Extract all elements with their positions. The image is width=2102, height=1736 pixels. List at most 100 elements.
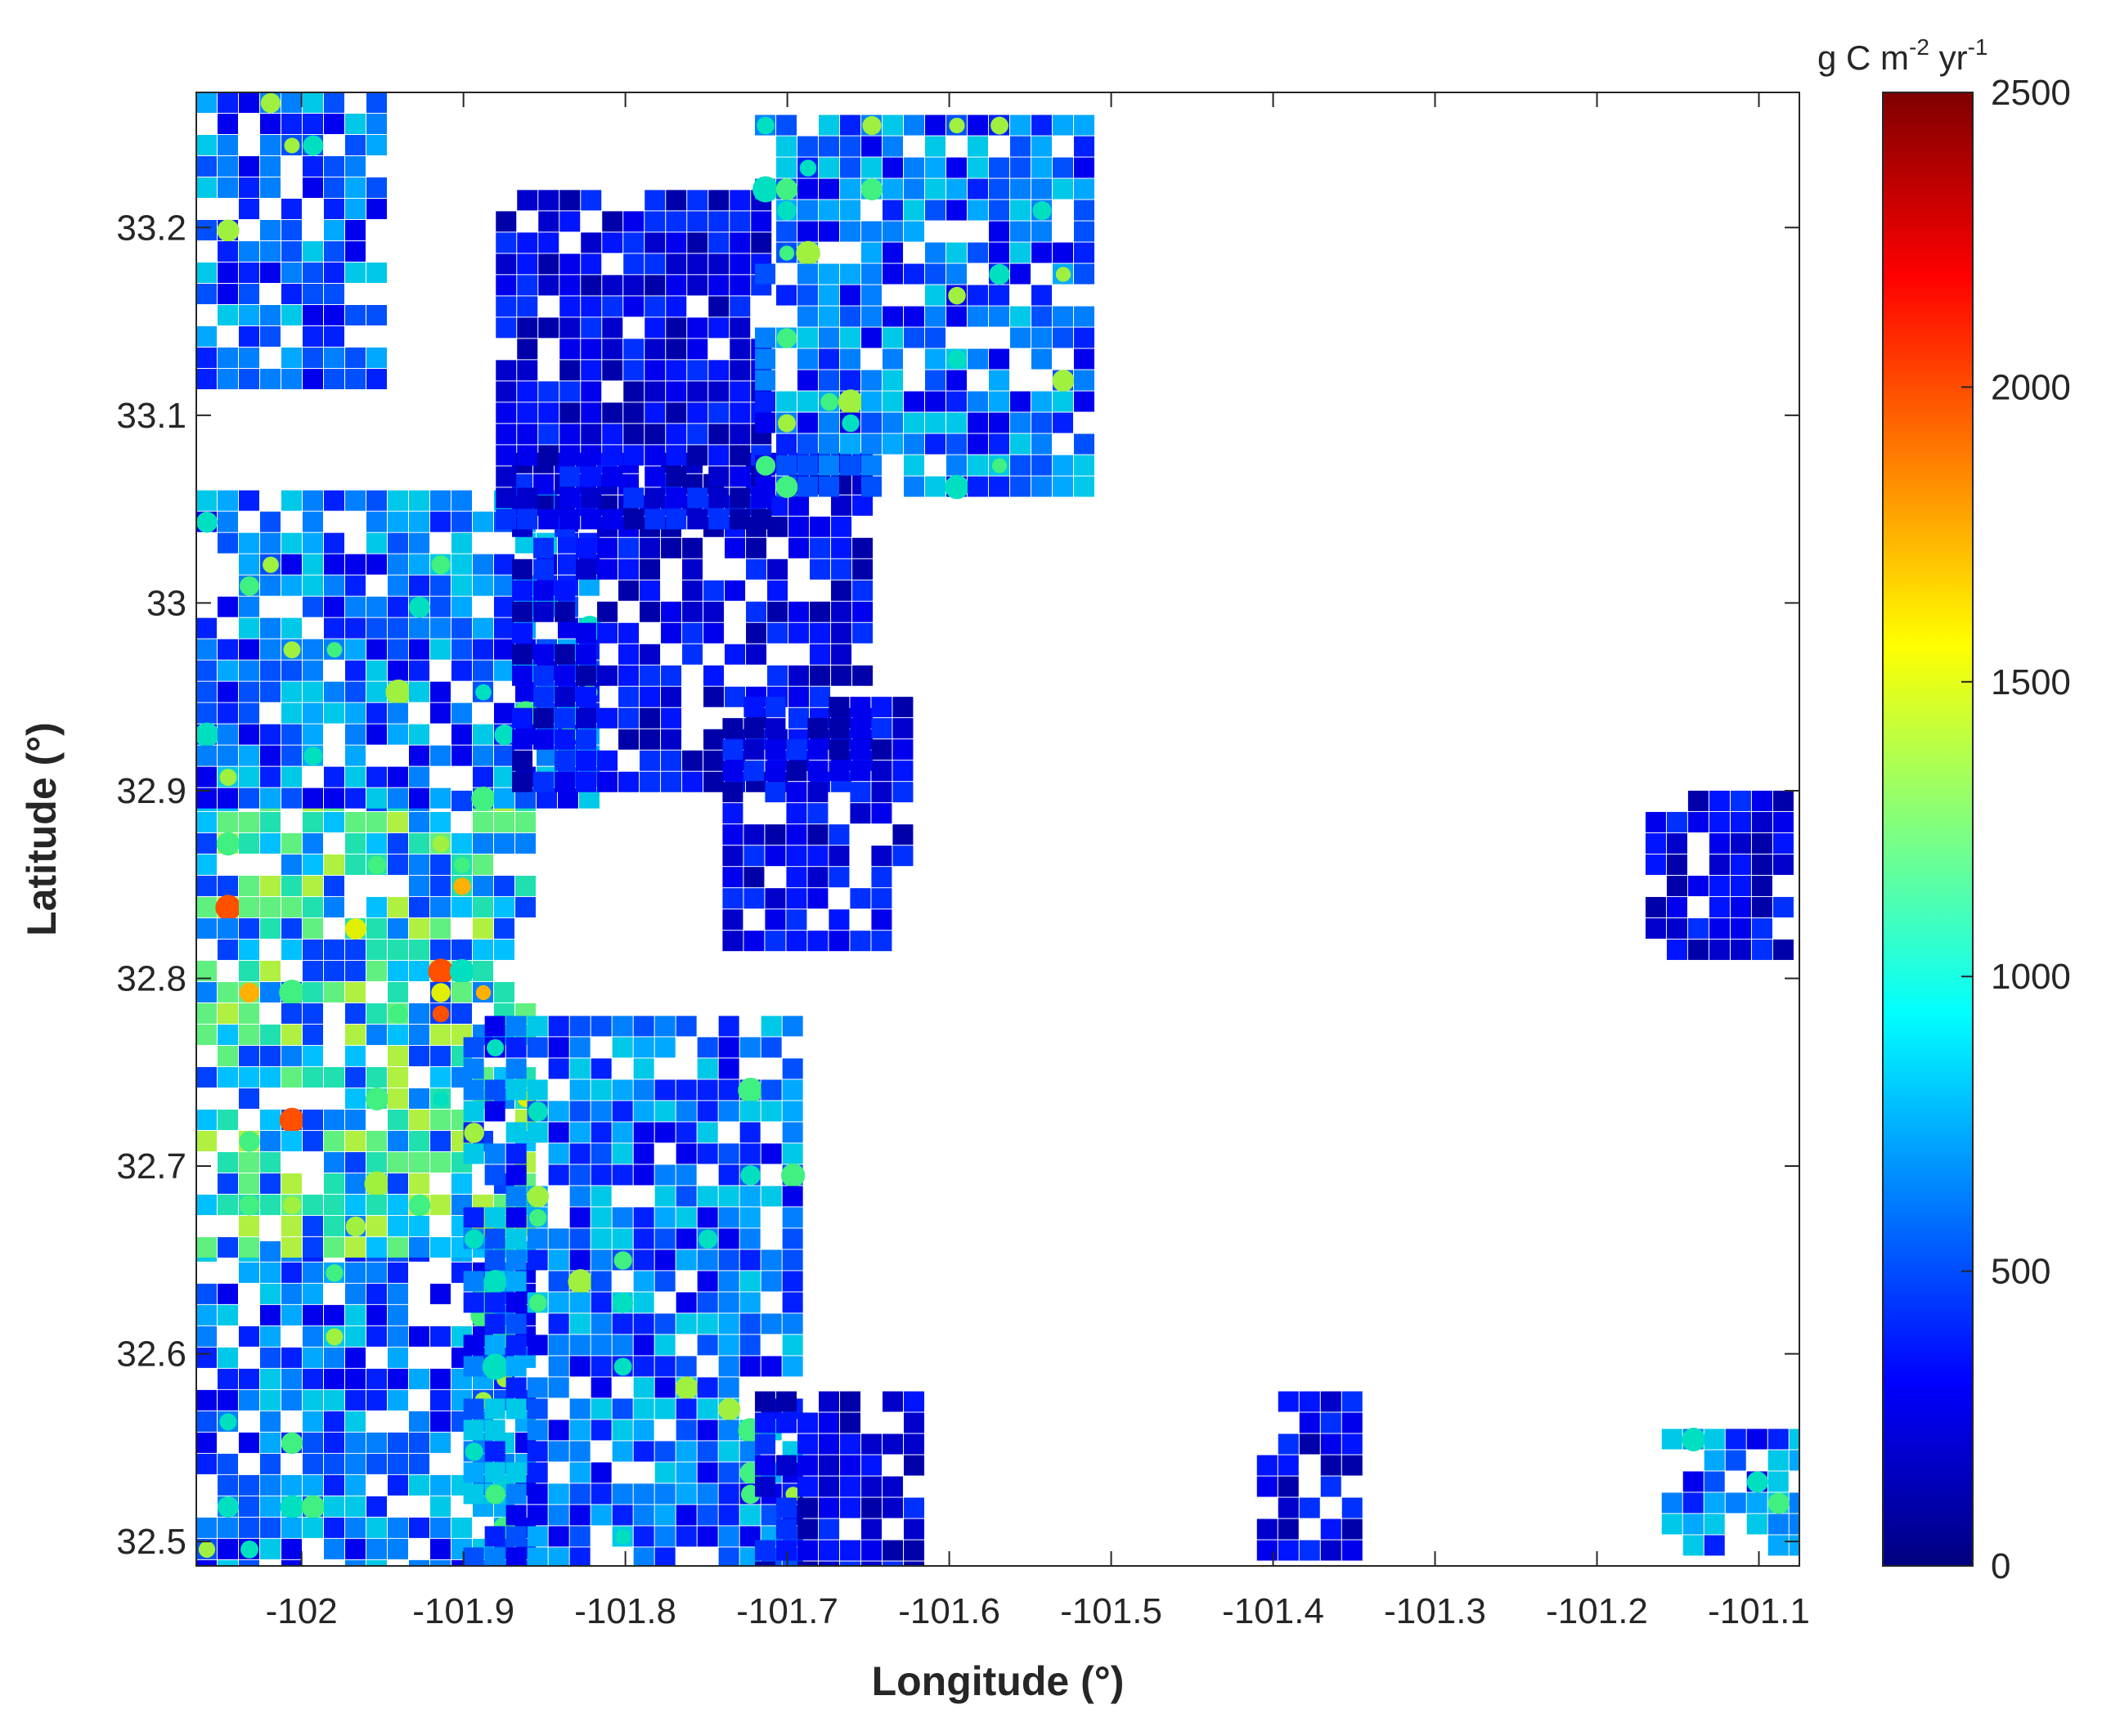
raster-cell <box>612 1228 633 1249</box>
raster-cell <box>281 917 302 939</box>
raster-cell <box>925 285 946 306</box>
raster-cell <box>1256 1518 1278 1540</box>
raster-cell <box>645 296 666 317</box>
raster-cell <box>892 846 914 867</box>
raster-cell <box>850 782 871 803</box>
raster-cell <box>1010 327 1031 348</box>
raster-cell <box>218 745 238 766</box>
x-axis-ticks: -102 -101.9 -101.8 -101.7 -101.6 -101.5 -101.4… <box>266 92 1810 1631</box>
raster-cell <box>324 960 344 981</box>
raster-cell <box>494 787 514 809</box>
raster-cell <box>819 1455 840 1476</box>
raster-cell <box>797 327 819 348</box>
raster-cell <box>345 681 366 702</box>
raster-cell <box>281 766 302 787</box>
raster-cell <box>761 1249 782 1271</box>
raster-cell <box>324 284 344 304</box>
raster-cell <box>548 1547 569 1566</box>
raster-cell <box>388 511 408 532</box>
raster-cell <box>260 1517 281 1538</box>
raster-cell <box>366 724 387 745</box>
raster-cell <box>968 242 989 263</box>
raster-cell <box>765 888 786 909</box>
raster-cell <box>324 220 344 240</box>
raster-cell <box>473 811 493 832</box>
raster-cell <box>559 253 581 275</box>
raster-cell <box>718 1037 739 1058</box>
raster-cell <box>324 875 344 896</box>
raster-cell <box>196 490 217 511</box>
raster-cell <box>555 707 576 729</box>
raster-cell <box>861 306 883 327</box>
raster-cell <box>281 348 302 368</box>
raster-cell <box>496 360 517 381</box>
raster-cell <box>559 211 581 232</box>
raster-cell <box>239 811 259 832</box>
raster-cell <box>494 702 514 724</box>
pivot-field <box>777 200 797 221</box>
raster-cell <box>722 718 743 739</box>
raster-cell <box>718 1505 739 1526</box>
raster-cell <box>366 1496 387 1517</box>
raster-cell <box>676 1249 697 1271</box>
raster-cell <box>324 1151 344 1173</box>
raster-cell <box>852 601 874 622</box>
raster-cell <box>303 939 323 960</box>
raster-cell <box>196 639 217 660</box>
raster-cell <box>797 263 819 285</box>
raster-cell <box>345 832 366 854</box>
raster-cell <box>538 232 559 253</box>
raster-cell <box>807 931 829 952</box>
raster-cell <box>324 1538 344 1559</box>
raster-cell <box>451 1517 472 1538</box>
raster-cell <box>196 284 217 304</box>
raster-cell <box>345 1066 366 1088</box>
raster-cell <box>1709 917 1730 939</box>
raster-cell <box>548 1356 569 1377</box>
pivot-field <box>279 980 305 1006</box>
raster-cell <box>1278 1518 1299 1540</box>
raster-cell <box>366 1262 387 1283</box>
raster-cell <box>612 1441 633 1462</box>
raster-cell <box>366 1368 387 1389</box>
raster-cell <box>409 639 429 660</box>
raster-cell <box>797 370 819 391</box>
raster-cell <box>591 1313 612 1335</box>
colorbar-title-mid: yr <box>1929 38 1968 77</box>
raster-cell <box>538 402 559 424</box>
raster-cell <box>409 724 429 745</box>
raster-cell <box>1074 476 1095 497</box>
raster-cell <box>430 1045 451 1066</box>
raster-cell <box>218 114 238 134</box>
raster-cell <box>633 1526 654 1547</box>
raster-cell <box>968 200 989 221</box>
raster-cell <box>968 433 989 455</box>
colorbar-title: g C m-2 yr-1 <box>1817 34 1987 77</box>
raster-cell <box>765 760 786 782</box>
raster-cell <box>569 1420 591 1441</box>
raster-cell <box>324 305 344 325</box>
raster-cell <box>218 241 238 262</box>
raster-cell <box>324 262 344 283</box>
raster-cell <box>1010 221 1031 242</box>
raster-cell <box>739 1228 761 1249</box>
x-tick-label: -101.2 <box>1546 1591 1648 1631</box>
raster-cell <box>767 601 788 622</box>
raster-cell <box>281 1173 302 1194</box>
raster-cell <box>218 917 238 939</box>
raster-cell <box>904 114 925 136</box>
raster-cell <box>666 509 687 530</box>
raster-cell <box>303 490 323 511</box>
raster-cell <box>463 1462 484 1483</box>
raster-cell <box>989 433 1010 455</box>
y-tick-label: 32.8 <box>116 958 186 998</box>
raster-cell <box>925 476 946 497</box>
raster-cell <box>196 1066 217 1088</box>
raster-cell <box>904 1412 925 1433</box>
raster-cell <box>451 511 472 532</box>
raster-cell <box>196 348 217 368</box>
raster-cell <box>388 939 408 960</box>
raster-cell <box>1074 221 1095 242</box>
raster-cell <box>527 1037 548 1058</box>
pivot-field <box>483 1269 508 1294</box>
